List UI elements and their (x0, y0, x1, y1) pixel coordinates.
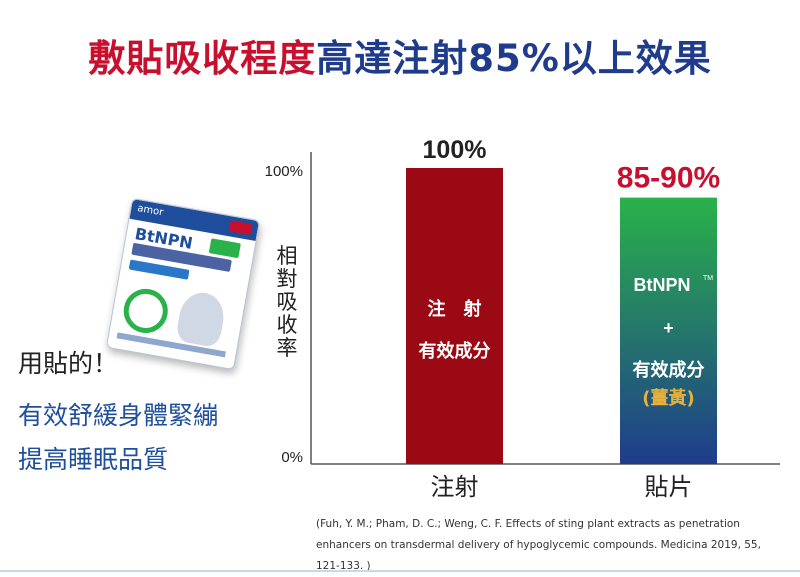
x-tick-label-injection: 注射 (431, 473, 479, 501)
y-tick-label-0: 0% (281, 449, 303, 466)
citation-text: (Fuh, Y. M.; Pham, D. C.; Weng, C. F. Ef… (316, 518, 761, 572)
left-text-line2: 有效舒緩身體緊繃 (18, 401, 219, 430)
y-axis-label-char: 相 (277, 244, 298, 268)
left-text-line1: 用貼的！ (18, 349, 119, 378)
y-axis-label-char: 吸 (277, 290, 298, 314)
patch-bar-text-plus: + (663, 318, 674, 338)
headline-part1: 敷貼吸收程度 (88, 37, 317, 80)
value-label-patch: 85-90% (617, 162, 720, 195)
patch-bar-text-tm: TM (703, 275, 713, 282)
bar-patch (620, 197, 717, 464)
y-axis-label-char: 收 (277, 313, 298, 337)
injection-bar-text-2: 有效成分 (419, 340, 491, 362)
left-text-line3: 提高睡眠品質 (18, 445, 169, 474)
bottom-divider (0, 570, 800, 572)
y-axis-label-char: 對 (277, 267, 298, 291)
y-tick-label-100: 100% (265, 163, 303, 180)
headline-part2: 高達注射85%以上效果 (316, 37, 712, 80)
patch-bar-text-brand: BtNPN (634, 275, 691, 295)
patch-bar-text-ingredient: 有效成分 (633, 359, 705, 381)
y-axis-label-char: 率 (277, 336, 298, 360)
injection-bar-text-1: 注 射 (428, 298, 482, 320)
patch-bar-text-turmeric: (薑黃) (642, 387, 694, 409)
value-label-injection: 100% (423, 136, 487, 164)
headline: 敷貼吸收程度高達注射85%以上效果 (0, 28, 800, 82)
bar-injection (406, 168, 503, 464)
x-tick-label-patch: 貼片 (645, 473, 693, 501)
